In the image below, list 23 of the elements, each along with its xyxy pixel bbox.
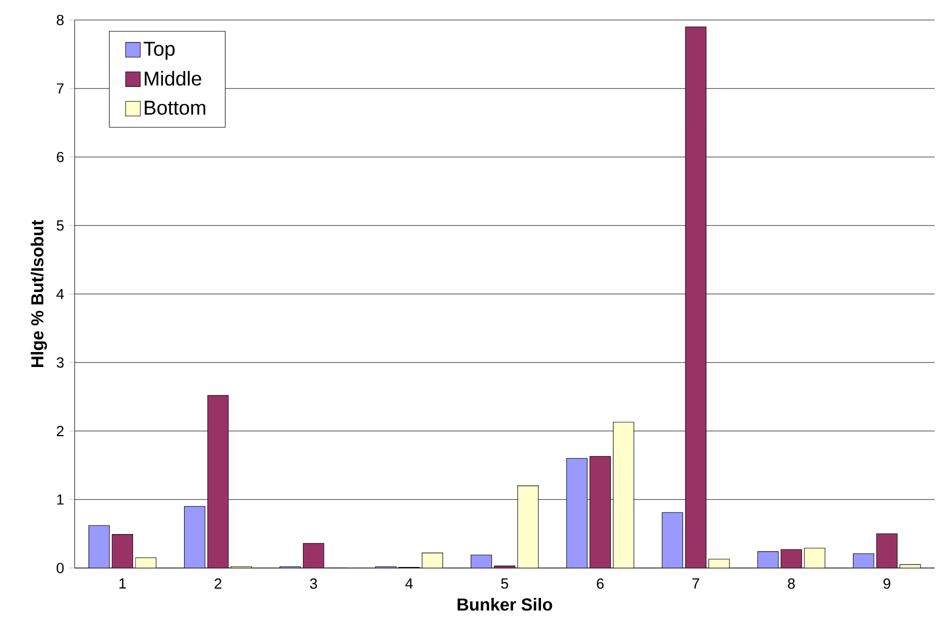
x-tick-label: 5	[501, 578, 508, 589]
x-tick-label: 3	[310, 578, 317, 589]
x-tick-label: 8	[788, 578, 795, 589]
x-tick-label: 1	[119, 578, 126, 588]
y-tick-label: 3	[56, 357, 64, 368]
x-tick-label: 6	[596, 578, 604, 589]
y-tick-label: 6	[56, 152, 64, 162]
y-tick-label: 7	[56, 83, 64, 94]
legend-label: Top	[144, 42, 175, 60]
y-axis-title: Hlge % But/Isobut	[30, 220, 47, 367]
y-tick-label: 0	[56, 562, 64, 574]
x-tick-label: 7	[692, 578, 700, 588]
y-tick-label: 2	[56, 426, 64, 436]
x-tick-label: 2	[214, 578, 222, 589]
x-tick-label: 9	[884, 578, 890, 589]
legend-label: Middle	[144, 70, 202, 86]
y-tick-label: 8	[56, 14, 64, 26]
x-axis-title: Bunker Silo	[458, 598, 552, 611]
y-tick-label: 4	[56, 288, 64, 300]
legend-label: Bottom	[144, 100, 206, 115]
y-tick-label: 1	[57, 494, 64, 505]
x-tick-label: 4	[405, 578, 413, 588]
y-tick-label: 5	[56, 220, 64, 231]
